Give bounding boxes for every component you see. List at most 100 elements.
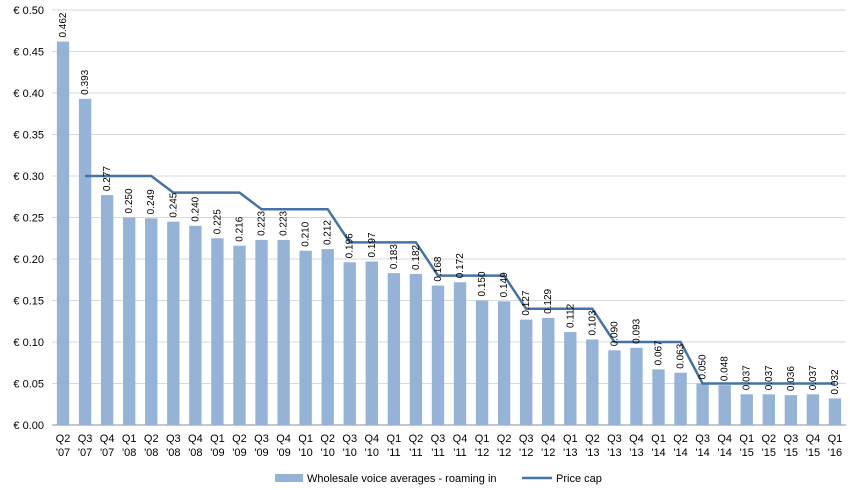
- data-label: 0.223: [257, 210, 268, 235]
- data-label: 0.037: [742, 365, 753, 390]
- legend-label-line: Price cap: [556, 473, 602, 485]
- x-tick-quarter: Q1: [387, 433, 402, 445]
- bar: [520, 319, 533, 425]
- x-tick-quarter: Q3: [254, 433, 269, 445]
- data-label: 0.063: [676, 343, 687, 368]
- data-label: 0.037: [764, 365, 775, 390]
- x-tick-quarter: Q2: [585, 433, 600, 445]
- data-label: 0.183: [389, 244, 400, 269]
- data-label: 0.249: [146, 189, 157, 214]
- bar: [343, 262, 356, 425]
- price-cap-path: [85, 174, 835, 385]
- x-tick-quarter: Q3: [78, 433, 93, 445]
- x-tick-quarter: Q1: [122, 433, 137, 445]
- x-tick-year: '15: [740, 447, 754, 459]
- data-label: 0.150: [477, 271, 488, 296]
- x-tick-quarter: Q3: [431, 433, 446, 445]
- data-label: 0.172: [455, 253, 466, 278]
- legend: Wholesale voice averages - roaming in Pri…: [275, 473, 602, 485]
- data-label: 0.149: [499, 272, 510, 297]
- x-tick-year: '13: [563, 447, 577, 459]
- x-tick-year: '14: [673, 447, 687, 459]
- data-label: 0.036: [786, 366, 797, 391]
- bar: [542, 317, 555, 425]
- x-tick-quarter: Q4: [364, 433, 379, 445]
- bar: [497, 301, 511, 425]
- x-tick-year: '10: [321, 447, 335, 459]
- data-label: 0.129: [543, 288, 554, 313]
- x-tick-year: '10: [365, 447, 379, 459]
- bar: [233, 245, 246, 425]
- data-label: 0.197: [367, 232, 378, 257]
- y-tick-label: € 0.05: [13, 379, 44, 391]
- x-tick-quarter: Q1: [210, 433, 225, 445]
- bar: [806, 394, 820, 425]
- x-tick-quarter: Q2: [409, 433, 424, 445]
- x-tick-year: '11: [387, 447, 401, 459]
- x-tick-year: '14: [718, 447, 732, 459]
- x-tick-year: '15: [806, 447, 820, 459]
- x-tick-quarter: Q2: [320, 433, 335, 445]
- price-cap-line: [85, 174, 835, 385]
- bar: [255, 239, 268, 425]
- y-tick-label: € 0.25: [13, 213, 44, 225]
- bar: [365, 261, 378, 425]
- data-label: 0.196: [345, 233, 356, 258]
- bar: [630, 347, 643, 425]
- x-tick-quarter: Q2: [144, 433, 159, 445]
- bar: [123, 217, 136, 425]
- data-labels: 0.462 0.393 0.277 0.250 0.249 0.245 0.240 0.225…: [58, 12, 841, 394]
- bar: [652, 369, 665, 425]
- x-tick-quarter: Q1: [563, 433, 578, 445]
- x-tick-quarter: Q2: [56, 433, 71, 445]
- data-label: 0.393: [80, 69, 91, 94]
- bar-series: [56, 41, 842, 425]
- x-tick-quarter: Q4: [806, 433, 821, 445]
- x-tick-year: '16: [828, 447, 842, 459]
- x-tick-year: '09: [232, 447, 246, 459]
- x-tick-quarter: Q1: [298, 433, 313, 445]
- data-label: 0.168: [433, 256, 444, 281]
- bar: [409, 273, 423, 425]
- y-tick-label: € 0.10: [13, 337, 44, 349]
- legend-swatch-bars: [275, 474, 303, 482]
- x-tick-year: '08: [166, 447, 180, 459]
- data-label: 0.277: [102, 166, 113, 191]
- data-label: 0.462: [58, 12, 69, 37]
- data-label: 0.037: [808, 365, 819, 390]
- bar: [475, 300, 489, 425]
- y-tick-label: € 0.50: [13, 5, 44, 17]
- x-tick-quarter: Q3: [784, 433, 799, 445]
- data-label: 0.048: [720, 356, 731, 381]
- data-label: 0.067: [654, 340, 665, 365]
- x-tick-year: '07: [78, 447, 92, 459]
- x-tick-year: '12: [475, 447, 489, 459]
- x-tick-year: '14: [695, 447, 709, 459]
- y-tick-label: € 0.15: [13, 296, 44, 308]
- bar: [277, 239, 290, 425]
- data-label: 0.103: [587, 310, 598, 335]
- bar: [718, 385, 731, 425]
- x-tick-year: '12: [541, 447, 555, 459]
- x-tick-quarter: Q1: [651, 433, 666, 445]
- y-tick-label: € 0.40: [13, 88, 44, 100]
- x-tick-quarter: Q3: [342, 433, 357, 445]
- x-tick-quarter: Q2: [761, 433, 776, 445]
- bar: [189, 225, 202, 425]
- x-tick-quarter: Q4: [100, 433, 115, 445]
- data-label: 0.112: [565, 303, 576, 328]
- x-tick-quarter: Q3: [695, 433, 710, 445]
- x-tick-year: '07: [100, 447, 114, 459]
- x-tick-quarter: Q2: [497, 433, 512, 445]
- gridlines: [52, 9, 846, 426]
- bar: [762, 394, 775, 425]
- bar: [740, 394, 753, 425]
- x-tick-year: '12: [497, 447, 511, 459]
- data-label: 0.090: [609, 321, 620, 346]
- bar: [674, 372, 687, 425]
- x-tick-quarter: Q1: [739, 433, 754, 445]
- x-tick-year: '15: [762, 447, 776, 459]
- x-tick-quarter: Q3: [607, 433, 622, 445]
- bar: [167, 221, 180, 425]
